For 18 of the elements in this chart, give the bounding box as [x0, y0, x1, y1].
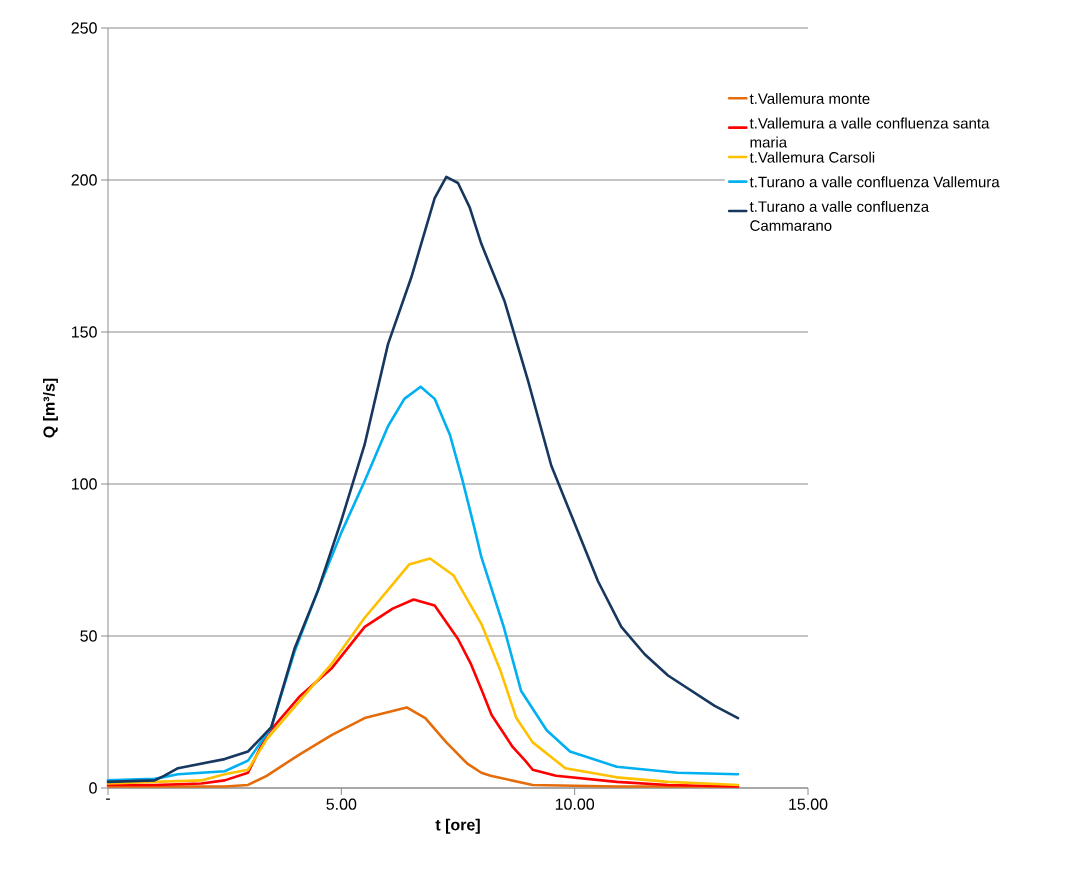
legend-label: t.Vallemura monte: [749, 92, 870, 104]
line-series: [106, 598, 740, 788]
legend-label: t.Turano a valle confluenza Vallemura: [749, 176, 1000, 188]
y-axis-title: Q [m³/s]: [43, 378, 58, 438]
legend-label: t.Turano a valle confluenza Cammarano: [749, 200, 930, 231]
x-tick-label: 5.00: [326, 798, 357, 810]
line-series: [106, 557, 740, 787]
y-tick-label: 250: [71, 22, 97, 34]
y-tick-label: 150: [72, 326, 97, 338]
x-tick-label: 10.00: [555, 798, 595, 810]
legend-label: t.Vallemura Carsoli: [749, 151, 875, 163]
y-tick-label: 100: [72, 478, 97, 490]
x-tick-label: -: [106, 798, 110, 800]
x-axis-title: t [ore]: [435, 818, 480, 834]
y-tick-label: 200: [71, 174, 97, 186]
y-tick-label: 50: [80, 630, 97, 642]
y-tick-label: 0: [89, 782, 97, 794]
x-tick-label: 15.00: [789, 798, 828, 810]
